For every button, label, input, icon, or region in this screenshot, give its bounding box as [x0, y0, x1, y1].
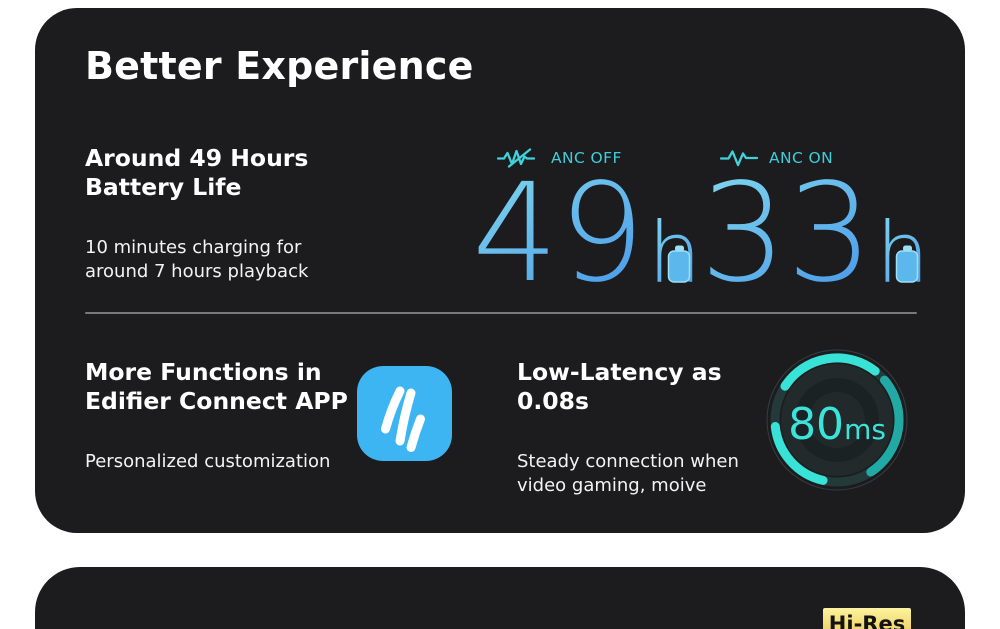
divider	[85, 312, 917, 314]
next-section-card: Hi-Res	[35, 567, 965, 629]
latency-description: Steady connection when video gaming, moi…	[517, 450, 739, 497]
app-heading-line1: More Functions in	[85, 358, 322, 386]
battery-icon	[667, 250, 691, 283]
app-heading-line2: Edifier Connect APP	[85, 387, 348, 415]
app-heading: More Functions in Edifier Connect APP	[85, 358, 348, 416]
latency-heading: Low-Latency as 0.08s	[517, 358, 722, 416]
battery-heading: Around 49 Hours Battery Life	[85, 144, 308, 202]
battery-description: 10 minutes charging for around 7 hours p…	[85, 236, 308, 283]
battery-hours-anc-off: 49 h	[472, 176, 700, 290]
edifier-logo-icon	[381, 386, 425, 452]
latency-gauge: 80ms	[766, 349, 908, 491]
battery-hours-value: 49	[472, 176, 645, 290]
section-title: Better Experience	[85, 44, 474, 88]
gauge-reading: 80ms	[788, 399, 886, 450]
anc-on-stat-header: ANC ON	[719, 146, 833, 170]
battery-icon	[895, 250, 919, 283]
latency-description-line2: video gaming, moive	[517, 474, 707, 496]
battery-hours-value: 33	[700, 176, 873, 290]
gauge-value: 80	[788, 399, 844, 450]
battery-hours-anc-on: 33 h	[700, 176, 928, 290]
battery-heading-line1: Around 49 Hours	[85, 144, 309, 172]
product-feature-card: Better Experience Around 49 Hours Batter…	[35, 8, 965, 533]
edifier-app-icon	[357, 366, 452, 461]
battery-description-line1: 10 minutes charging for	[85, 237, 302, 258]
anc-on-label: ANC ON	[769, 149, 834, 167]
latency-heading-line1: Low-Latency as	[517, 358, 722, 386]
app-description: Personalized customization	[85, 451, 331, 472]
anc-off-label: ANC OFF	[551, 149, 622, 167]
battery-heading-line2: Battery Life	[85, 173, 242, 201]
anc-off-stat-header: ANC OFF	[497, 146, 622, 170]
gauge-unit: ms	[844, 413, 886, 446]
waveform-icon	[719, 150, 759, 167]
waveform-off-icon	[497, 148, 536, 168]
hires-badge: Hi-Res	[823, 608, 911, 629]
latency-description-line1: Steady connection when	[517, 451, 739, 472]
battery-description-line2: around 7 hours playback	[85, 260, 309, 282]
latency-heading-line2: 0.08s	[517, 387, 589, 415]
